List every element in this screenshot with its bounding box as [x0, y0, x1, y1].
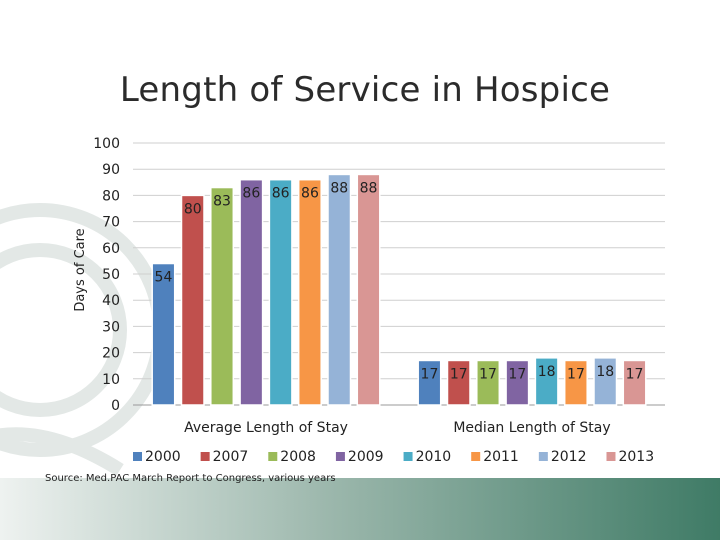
y-tick-label: 70 [102, 215, 120, 231]
bar-2013-median [622, 359, 647, 406]
y-tick-label: 20 [102, 346, 120, 362]
category-labels: Average Length of Stay Median Length of S… [184, 420, 611, 436]
bar-2012-median [593, 357, 618, 406]
bar-2007-average [180, 194, 205, 406]
legend-label-2013: 2013 [618, 449, 654, 465]
data-label: 54 [155, 270, 173, 286]
bar-2010-average [268, 178, 293, 406]
y-axis-ticks: 0 10 20 30 40 50 60 70 80 90 100 [93, 136, 120, 414]
y-tick-label: 0 [111, 398, 120, 414]
legend-label-2012: 2012 [551, 449, 587, 465]
legend-swatch-2011 [471, 452, 481, 461]
bar-2011-average [297, 178, 322, 406]
bar-2012-average [327, 173, 352, 406]
legend-label-2000: 2000 [145, 449, 181, 465]
y-tick-label: 10 [102, 372, 120, 388]
legend-label-2011: 2011 [483, 449, 519, 465]
bar-2011-median [563, 359, 588, 406]
y-tick-label: 90 [102, 162, 120, 178]
data-label: 86 [272, 186, 290, 202]
data-label: 17 [626, 366, 644, 382]
data-label: 17 [421, 366, 439, 382]
category-label: Average Length of Stay [184, 420, 348, 436]
data-label: 86 [242, 186, 260, 202]
legend-label-2010: 2010 [416, 449, 452, 465]
bar-2010-median [534, 357, 559, 406]
legend-label-2007: 2007 [213, 449, 249, 465]
y-tick-label: 50 [102, 267, 120, 283]
data-label: 17 [567, 366, 585, 382]
data-labels: 54 17 80 17 83 17 86 17 86 18 86 17 88 18 88 17 [155, 180, 644, 382]
bar-2009-median [505, 359, 530, 406]
bar-2007-median [446, 359, 471, 406]
y-tick-label: 60 [102, 241, 120, 257]
bar-2008-median [476, 359, 501, 406]
data-label: 88 [360, 180, 378, 196]
legend-swatch-2010 [403, 452, 413, 461]
legend-swatch-2009 [335, 452, 345, 461]
bar-2009-average [239, 178, 264, 406]
data-label: 86 [301, 186, 319, 202]
data-label: 80 [184, 201, 202, 217]
legend-swatch-2007 [200, 452, 210, 461]
slide-title: Length of Service in Hospice [119, 70, 611, 110]
data-label: 17 [508, 366, 526, 382]
category-label: Median Length of Stay [453, 420, 610, 436]
legend-swatch-2008 [268, 452, 278, 461]
legend-label-2008: 2008 [280, 449, 316, 465]
data-label: 83 [213, 194, 231, 210]
legend: 2000 2007 2008 2009 2010 2011 2012 2013 [133, 449, 654, 465]
legend-swatch-2012 [538, 452, 548, 461]
source-note: Source: Med.PAC March Report to Congress… [45, 473, 336, 484]
data-label: 88 [330, 180, 348, 196]
bar-2013-average [356, 173, 381, 406]
legend-swatch-2000 [133, 452, 142, 461]
legend-swatch-2013 [606, 452, 616, 461]
data-label: 18 [596, 364, 614, 380]
bar-2000-average [151, 262, 176, 406]
data-label: 17 [450, 366, 468, 382]
data-label: 17 [479, 366, 497, 382]
y-tick-label: 80 [102, 188, 120, 204]
y-axis-label: Days of Care [73, 228, 88, 311]
bar-2000-median [417, 359, 442, 406]
data-label: 18 [538, 364, 556, 380]
legend-label-2009: 2009 [348, 449, 384, 465]
bar-2008-average [210, 186, 235, 406]
y-tick-label: 100 [93, 136, 120, 152]
y-tick-label: 30 [102, 319, 120, 335]
y-tick-label: 40 [102, 293, 120, 309]
bars [151, 173, 647, 406]
